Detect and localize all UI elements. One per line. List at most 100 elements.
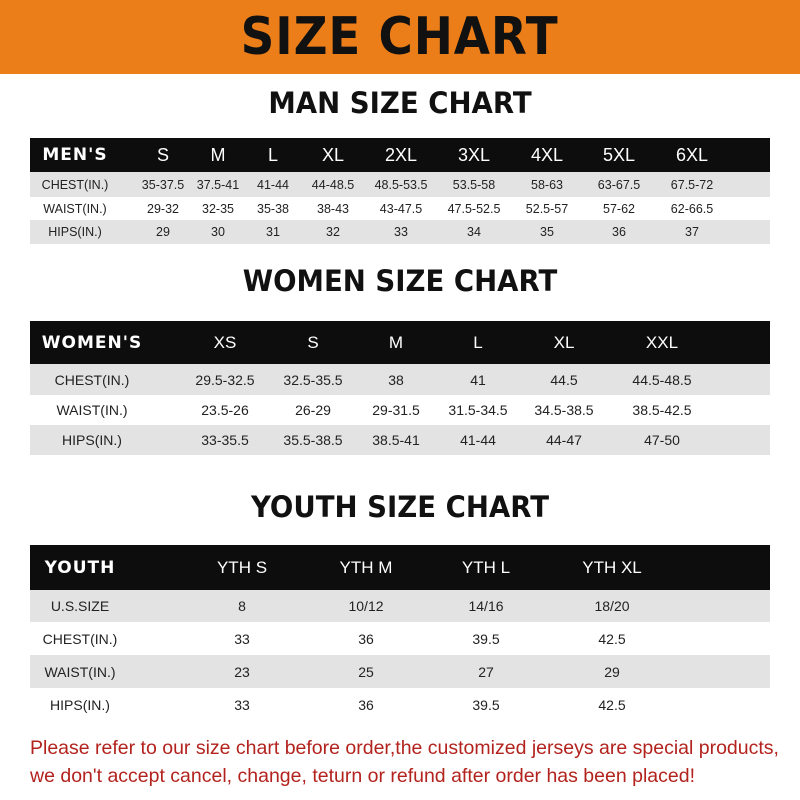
women-size-table: WOMEN'S XS S M L XL XXL CHEST(IN.) 29.5-32.5 32.5…	[30, 321, 770, 455]
table-cell: 48.5-53.5	[374, 177, 428, 192]
table-cell: 29	[604, 663, 620, 680]
measurement-label: CHEST(IN.)	[54, 371, 130, 388]
table-row: U.S.SIZE 8 10/12 14/16 18/20	[30, 590, 770, 622]
table-cell: 42.5	[598, 696, 626, 713]
table-cell: 33-35.5	[201, 432, 249, 448]
table-cell: 23.5-26	[201, 402, 249, 418]
table-cell: 33	[234, 630, 250, 647]
size-header-cell: YTH S	[216, 557, 268, 577]
table-cell: 14/16	[468, 598, 504, 614]
size-header-cell: 2XL	[384, 144, 418, 165]
table-cell: 25	[358, 663, 374, 680]
table-cell: 39.5	[472, 696, 500, 713]
table-cell: 38.5-41	[372, 432, 420, 448]
table-cell: 32-35	[202, 201, 234, 216]
men-section-title: MAN SIZE CHART	[268, 86, 532, 120]
table-cell: 33	[394, 225, 408, 239]
table-cell: 44-48.5	[311, 177, 355, 192]
table-row: CHEST(IN.) 35-37.5 37.5-41 41-44 44-48.5 48.5…	[30, 172, 770, 197]
table-cell: 58-63	[531, 177, 563, 192]
table-row: HIPS(IN.) 33-35.5 35.5-38.5 38.5-41 41-44 44-…	[30, 425, 770, 455]
size-header-cell: YTH M	[339, 557, 393, 577]
table-cell: 29.5-32.5	[195, 371, 255, 388]
table-cell: 37	[685, 225, 699, 239]
size-header-cell: YTH XL	[582, 557, 642, 577]
table-cell: 43-47.5	[379, 201, 423, 216]
measurement-label: WAIST(IN.)	[43, 201, 107, 216]
table-cell: 42.5	[598, 630, 626, 647]
table-cell: 18/20	[594, 598, 630, 614]
table-cell: 36	[612, 225, 626, 239]
size-header-cell: XS	[213, 332, 237, 352]
table-row: WAIST(IN.) 23.5-26 26-29 29-31.5 31.5-34.5 34…	[30, 395, 770, 425]
measurement-label: WAIST(IN.)	[44, 663, 116, 680]
women-section-title: WOMEN SIZE CHART	[242, 264, 558, 298]
table-cell: 44-47	[546, 432, 582, 448]
size-header-cell: 4XL	[530, 144, 564, 165]
table-row: WAIST(IN.) 23 25 27 29	[30, 655, 770, 688]
size-header-cell: XL	[321, 144, 345, 165]
table-cell: 41-44	[257, 177, 289, 192]
header-row: WOMEN'S XS S M L XL XXL	[30, 321, 770, 364]
table-cell: 36	[358, 630, 374, 647]
table-corner-label: YOUTH	[44, 557, 116, 578]
size-header-cell: L	[267, 144, 279, 165]
order-notice-line-2: we don't accept cancel, change, teturn o…	[30, 765, 695, 787]
table-cell: 47.5-52.5	[447, 201, 501, 216]
table-cell: 41-44	[460, 432, 496, 448]
table-cell: 37.5-41	[196, 177, 240, 192]
table-row: HIPS(IN.) 29 30 31 32 33 34 35 36 37	[30, 220, 770, 244]
table-cell: 62-66.5	[670, 201, 714, 216]
table-cell: 47-50	[644, 432, 680, 448]
table-cell: 31	[266, 225, 280, 239]
table-cell: 36	[358, 696, 374, 713]
size-header-cell: 3XL	[457, 144, 491, 165]
banner-title: SIZE CHART	[241, 7, 559, 67]
table-cell: 33	[234, 696, 250, 713]
size-header-cell: S	[156, 144, 170, 165]
measurement-label: WAIST(IN.)	[56, 402, 128, 418]
size-header-cell: L	[473, 332, 483, 352]
measurement-label: CHEST(IN.)	[42, 630, 118, 647]
table-cell: 44.5	[550, 371, 578, 388]
table-corner-label: MEN'S	[42, 145, 108, 165]
table-cell: 34.5-38.5	[534, 402, 594, 418]
measurement-label: HIPS(IN.)	[62, 432, 122, 448]
table-cell: 32	[326, 225, 340, 239]
table-cell: 26-29	[295, 402, 331, 418]
size-header-cell: M	[388, 332, 404, 352]
table-cell: 38	[388, 371, 404, 388]
measurement-label: HIPS(IN.)	[50, 696, 110, 713]
order-notice-line-1: Please refer to our size chart before or…	[30, 737, 779, 759]
header-row: MEN'S S M L XL 2XL 3XL 4XL 5XL 6XL	[30, 138, 770, 172]
size-header-cell: 5XL	[602, 144, 636, 165]
size-header-cell: S	[307, 332, 319, 352]
table-cell: 38.5-42.5	[632, 402, 692, 418]
table-cell: 35-38	[257, 201, 289, 216]
table-cell: 23	[234, 663, 250, 680]
table-corner-label: WOMEN'S	[41, 332, 143, 353]
table-cell: 10/12	[348, 598, 384, 614]
men-size-table: MEN'S S M L XL 2XL 3XL 4XL 5XL 6XL CHEST(IN.) 35-37…	[30, 138, 770, 244]
table-cell: 27	[478, 663, 494, 680]
measurement-label: HIPS(IN.)	[48, 225, 102, 239]
table-cell: 57-62	[603, 201, 635, 216]
header-row: YOUTH YTH S YTH M YTH L YTH XL	[30, 545, 770, 590]
table-cell: 35	[540, 225, 554, 239]
table-cell: 29-32	[147, 201, 179, 216]
table-cell: 63-67.5	[597, 177, 641, 192]
measurement-label: U.S.SIZE	[50, 598, 110, 614]
table-cell: 29-31.5	[372, 402, 420, 418]
size-chart-banner: SIZE CHART	[0, 0, 800, 74]
size-header-cell: YTH L	[461, 557, 511, 577]
size-header-cell: M	[210, 144, 226, 165]
table-cell: 52.5-57	[525, 201, 569, 216]
youth-size-table: YOUTH YTH S YTH M YTH L YTH XL U.S.SIZE 8 10/12…	[30, 545, 770, 721]
table-cell: 32.5-35.5	[283, 371, 343, 388]
table-row: WAIST(IN.) 29-32 32-35 35-38 38-43 43-47.5 47.…	[30, 197, 770, 220]
table-cell: 53.5-58	[452, 177, 496, 192]
size-header-cell: XL	[553, 332, 575, 352]
table-cell: 8	[238, 598, 246, 614]
table-cell: 31.5-34.5	[448, 402, 508, 418]
table-cell: 41	[470, 371, 486, 388]
